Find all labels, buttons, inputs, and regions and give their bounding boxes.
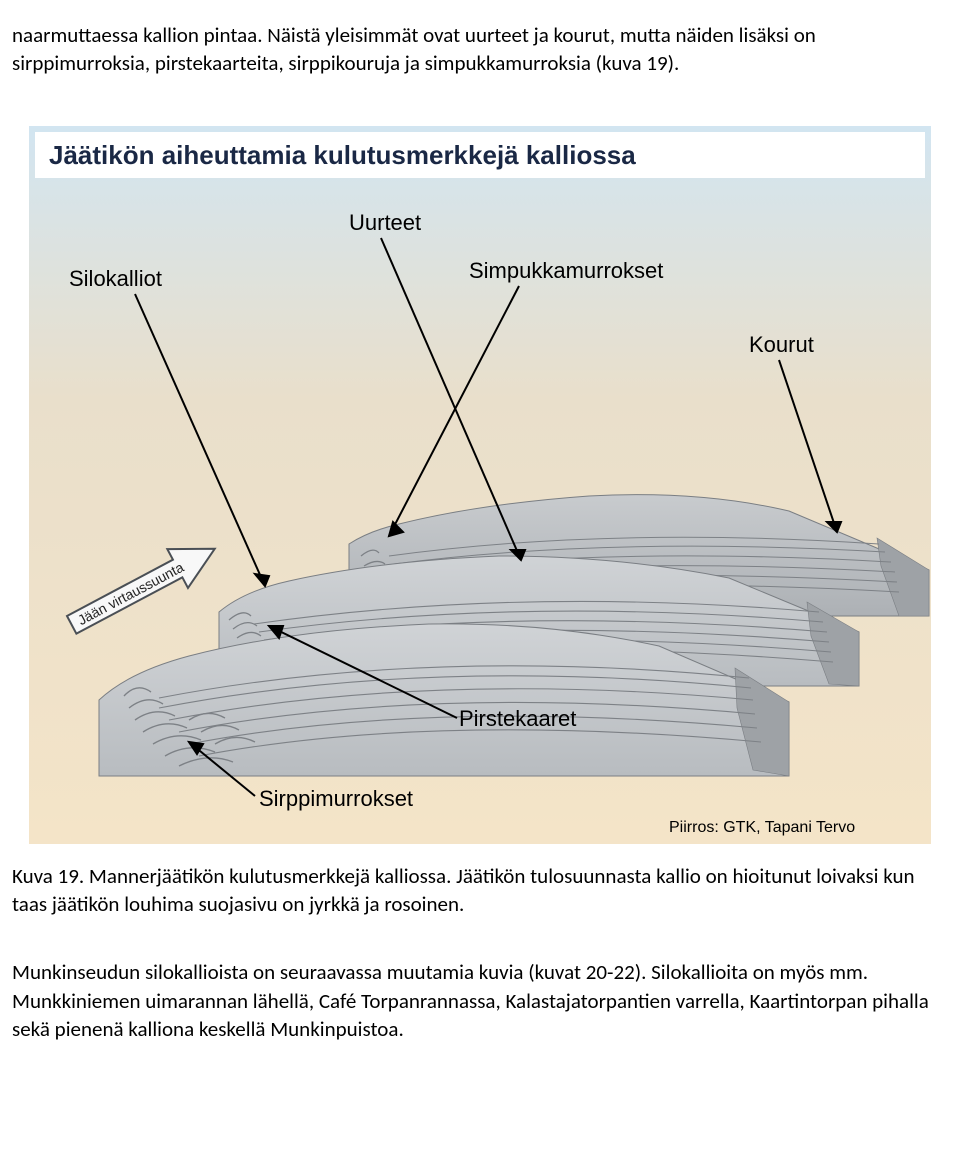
glacial-erosion-diagram: Jäätikön aiheuttamia kulutusmerkkejä kal… xyxy=(29,126,931,844)
label-sirppimurrokset: Sirppimurrokset xyxy=(259,786,413,811)
diagram-credit: Piirros: GTK, Tapani Tervo xyxy=(669,819,855,836)
label-kourut: Kourut xyxy=(749,332,814,357)
label-uurteet: Uurteet xyxy=(349,210,421,235)
intro-paragraph: naarmuttaessa kallion pintaa. Näistä yle… xyxy=(12,21,948,78)
label-silokalliot: Silokalliot xyxy=(69,266,162,291)
figure-caption: Kuva 19. Mannerjäätikön kulutusmerkkejä … xyxy=(12,862,948,919)
label-simpukkamurrokset: Simpukkamurrokset xyxy=(469,258,663,283)
diagram-title: Jäätikön aiheuttamia kulutusmerkkejä kal… xyxy=(49,140,636,170)
bottom-paragraph: Munkinseudun silokallioista on seuraavas… xyxy=(12,958,948,1043)
diagram-container: Jäätikön aiheuttamia kulutusmerkkejä kal… xyxy=(29,126,931,844)
label-pirstekaaret: Pirstekaaret xyxy=(459,706,576,731)
